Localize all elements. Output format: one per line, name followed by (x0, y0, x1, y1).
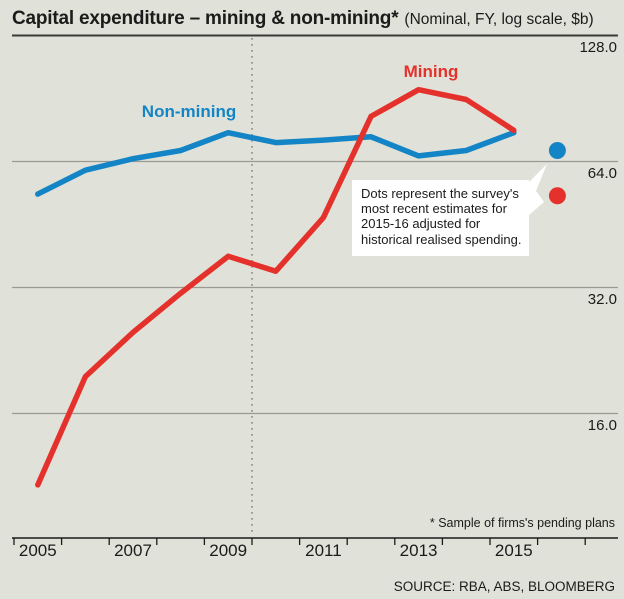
callout-text-line: Dots represent the survey's (361, 186, 519, 201)
mining-estimate-dot (548, 187, 566, 205)
mining-line (35, 86, 517, 488)
estimate-callout: Dots represent the survey's most recent … (352, 180, 529, 256)
x-axis-label: 2011 (305, 541, 342, 560)
y-axis-label: 128.0 (579, 39, 617, 56)
mining-series-label: Mining (403, 62, 459, 81)
chart-title: Capital expenditure – mining & non-minin… (12, 8, 399, 29)
title-bar: Capital expenditure – mining & non-minin… (12, 8, 594, 30)
y-axis-label: 16.0 (587, 417, 617, 434)
callout-text-line: 2015-16 adjusted for (361, 216, 481, 232)
callout-text-line: historical realised spending. (361, 231, 522, 247)
non-mining-series-label: Non-mining (141, 102, 237, 121)
chart-subtitle: (Nominal, FY, log scale, $b) (404, 11, 594, 28)
x-axis-label: 2007 (114, 541, 152, 560)
y-axis-label: 32.0 (587, 291, 617, 308)
x-axis-label: 2013 (399, 541, 438, 560)
footnote: * Sample of firms's pending plans (429, 516, 615, 530)
source-credit: SOURCE: RBA, ABS, BLOOMBERG (393, 579, 615, 594)
x-axis-label: 2005 (18, 541, 57, 560)
callout-text-line: most recent estimates for (361, 201, 507, 217)
non-mining-estimate-dot (548, 141, 566, 159)
callout-tail (528, 164, 547, 216)
x-axis-label: 2015 (494, 541, 533, 560)
x-axis-label: 2009 (209, 541, 248, 560)
y-axis-label: 64.0 (587, 165, 617, 182)
non-mining-line (35, 129, 517, 197)
